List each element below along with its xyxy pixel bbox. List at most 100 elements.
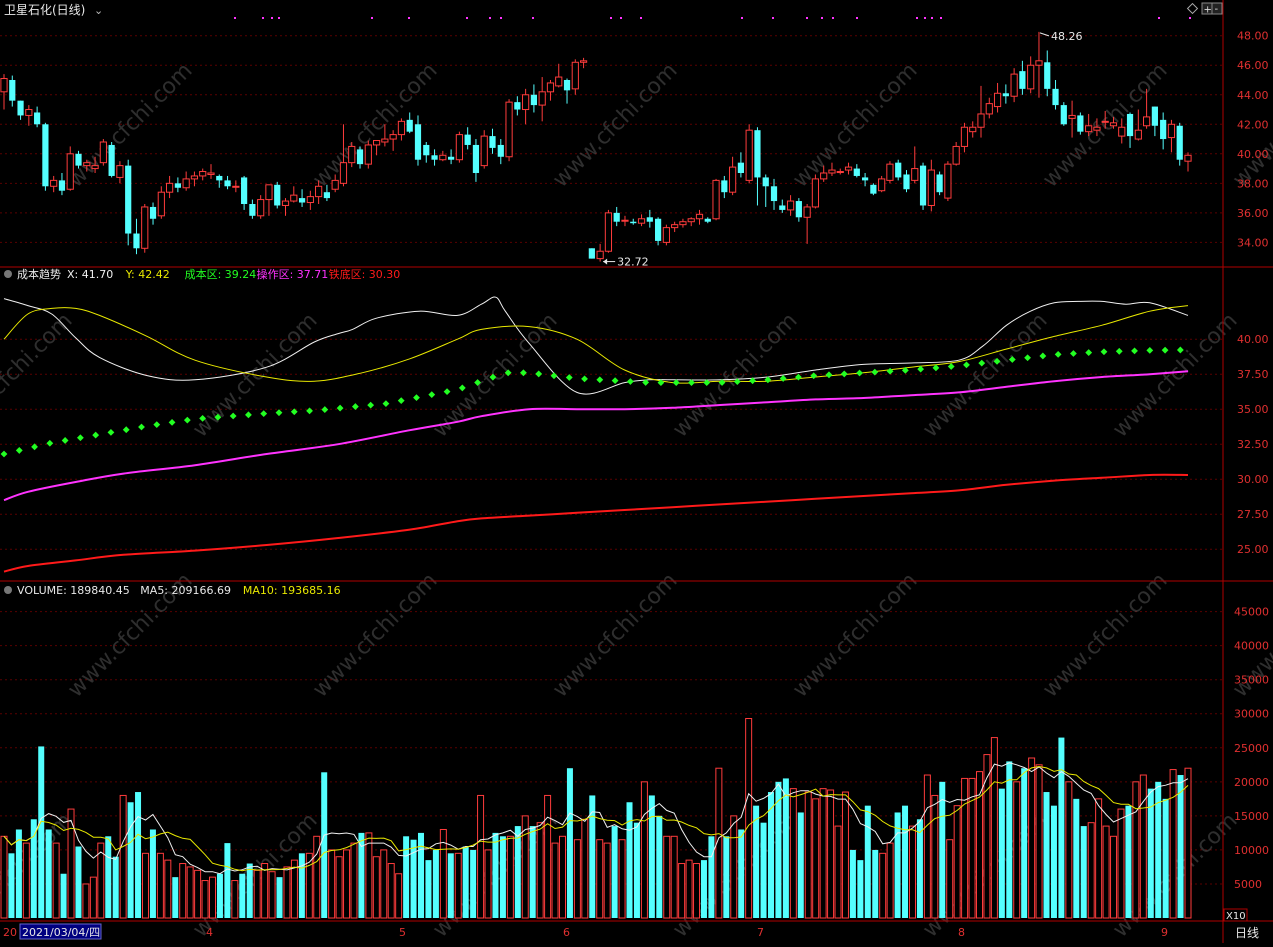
volume-bar-down [105, 836, 112, 918]
volume-bar-up [82, 883, 90, 919]
diamond-icon[interactable] [1186, 2, 1199, 15]
selected-date-box[interactable]: 2021/03/04/四 [19, 923, 102, 940]
candle-body-up [571, 61, 579, 90]
volume-bar-down [403, 836, 410, 918]
low-annotation: 32.72 [617, 256, 649, 269]
candle-body-down [563, 80, 571, 91]
cost-zone-dot [306, 407, 313, 415]
volume-bar-up [380, 849, 388, 919]
candle-body-up [729, 166, 737, 193]
volume-bar-down [700, 860, 707, 918]
candle-body-up [0, 78, 8, 93]
candle-body-up [637, 218, 646, 224]
volume-bar-up [923, 774, 931, 919]
volume-bar-down [767, 792, 774, 918]
cost-y-tick: 35.00 [1237, 403, 1269, 416]
volume-bar-up [678, 863, 686, 919]
signal-marker [940, 17, 942, 19]
candle-body-up [1085, 125, 1093, 133]
candle-body-down [108, 144, 115, 176]
cost-zone-dot [1115, 347, 1123, 355]
cost-zone-dot [825, 371, 833, 379]
candle-body-up [315, 185, 323, 198]
collapse-cost-icon[interactable] [4, 270, 12, 278]
volume-bar-down [738, 829, 745, 918]
volume-bar-up [596, 839, 604, 919]
candle-body-up [960, 126, 969, 147]
cost-zone-dot [611, 377, 619, 385]
candle-body-up [480, 135, 488, 167]
signal-marker [234, 17, 236, 19]
volume-bar-down [239, 873, 246, 918]
cost-series-4 [3, 473, 1189, 573]
volume-bar-down [1080, 826, 1087, 918]
candle-body-up [1184, 154, 1192, 162]
candle-body-down [779, 205, 786, 210]
volume-bar-down [894, 812, 901, 918]
volume-bar-up [581, 818, 589, 919]
zoom-in-button[interactable]: + [1201, 2, 1213, 16]
candle-body-down [861, 177, 869, 181]
volume-bar-up [313, 835, 321, 919]
candle-body-down [17, 100, 24, 116]
svg-text:X10: X10 [1226, 911, 1246, 922]
volume-bar-up [544, 794, 552, 919]
volume-bar-down [1050, 805, 1057, 918]
volume-bar-down [60, 873, 67, 918]
cost-zone-dot [1146, 347, 1154, 354]
signal-marker [620, 17, 622, 19]
cost-zone-dot [840, 370, 848, 378]
collapse-price-icon[interactable]: ⌄ [94, 4, 103, 17]
volume-bar-up [834, 825, 842, 919]
cost-zone-dot [458, 384, 466, 392]
candle-body-up [977, 113, 985, 128]
candle-body-up [116, 165, 124, 178]
month-label-5: 5 [399, 926, 406, 939]
cost-zone-dot [901, 366, 909, 374]
volume-y-tick: 20000 [1234, 776, 1269, 789]
volume-bar-up [0, 835, 8, 919]
candle-body-down [1176, 125, 1183, 160]
volume-readout: MA5: 209166.69 [140, 584, 231, 597]
volume-bar-up [1095, 798, 1103, 919]
volume-bar-down [135, 792, 142, 918]
volume-bar-up [1028, 757, 1036, 919]
volume-bar-up [730, 815, 738, 919]
volume-bar-down [1155, 781, 1162, 918]
candle-body-up [786, 200, 795, 211]
period-label[interactable]: 日线 [1235, 926, 1259, 940]
volume-bar-down [470, 849, 477, 918]
signal-marker [821, 17, 823, 19]
volume-bar-down [864, 805, 871, 918]
volume-bar-up [97, 842, 105, 919]
candle-body-up [157, 191, 165, 217]
volume-bar-up [343, 849, 351, 919]
signal-marker [500, 17, 502, 19]
volume-bar-up [990, 737, 998, 919]
candle-body-up [828, 169, 836, 174]
signal-marker [262, 17, 264, 19]
cost-zone-dot [1176, 346, 1184, 354]
signal-marker [772, 17, 774, 19]
volume-bar-up [231, 880, 239, 919]
zoom-out-button[interactable]: - [1211, 2, 1223, 15]
volume-bar-up [89, 876, 97, 919]
high-annotation: 48.26 [1051, 30, 1083, 43]
candle-body-up [50, 179, 58, 187]
volume-bar-up [209, 876, 217, 919]
candle-body-up [331, 179, 339, 190]
candle-body-up [439, 154, 447, 161]
volume-y-tick: 35000 [1234, 674, 1269, 687]
volume-bar-up [551, 842, 559, 919]
signal-marker [924, 17, 926, 19]
volume-bar-down [857, 860, 864, 918]
volume-bar-up [67, 808, 75, 919]
volume-bar-up [1110, 835, 1118, 919]
candle-body-down [448, 156, 455, 160]
volume-bar-down [708, 836, 715, 918]
collapse-volume-icon[interactable] [4, 586, 12, 594]
price-y-tick: 44.00 [1237, 89, 1269, 102]
candle-body-up [257, 199, 265, 217]
cost-readout: 铁底区: 30.30 [329, 267, 401, 281]
candle-body-up [803, 206, 811, 218]
